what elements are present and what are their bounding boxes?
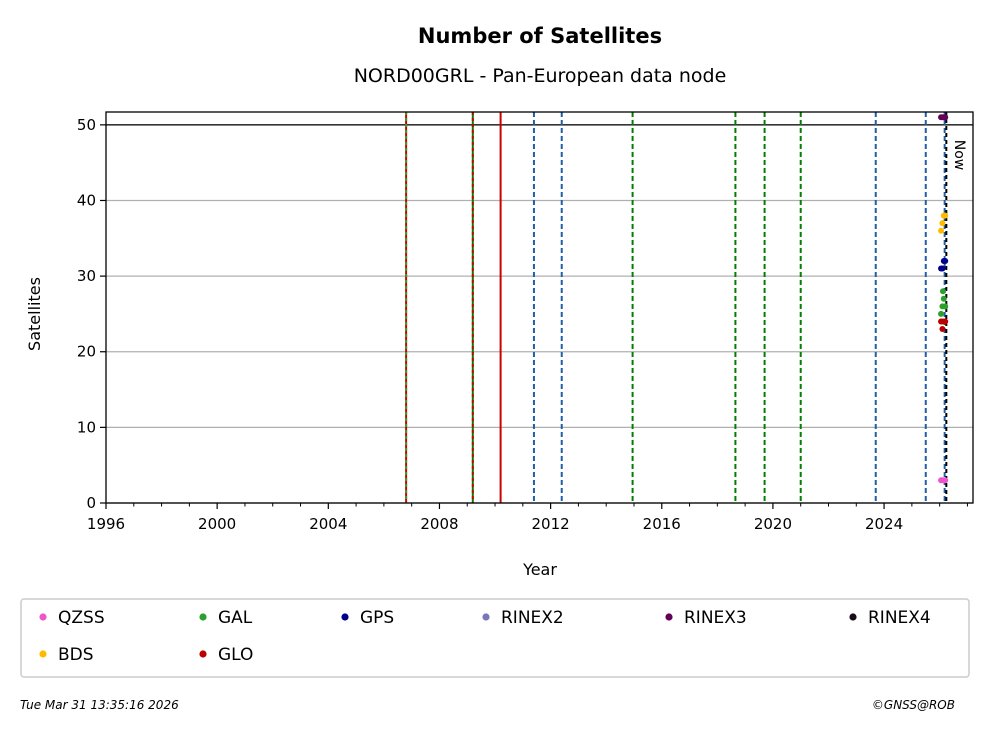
legend-marker-rinex2: [482, 613, 490, 621]
x-tick-label: 2016: [643, 515, 681, 533]
x-tick-label: 2000: [198, 515, 236, 533]
now-label: Now: [951, 140, 967, 171]
data-points: [938, 114, 949, 484]
legend: QZSS GAL GPS RINEX2 RINEX3 RINEX4 BDS GLO: [39, 608, 931, 665]
footer-credit: ©GNSS@ROB: [872, 698, 955, 712]
legend-marker-bds: [39, 650, 47, 658]
plot-frame: [105, 111, 974, 504]
point-bds: [942, 212, 949, 219]
legend-marker-glo: [199, 650, 207, 658]
x-tick-label: 2020: [754, 515, 792, 533]
legend-marker-rinex4: [849, 613, 857, 621]
y-tick-label: 50: [77, 116, 96, 134]
legend-label-rinex4: RINEX4: [868, 608, 931, 628]
y-axis-label: Satellites: [25, 277, 44, 351]
x-tick-label: 2012: [532, 515, 570, 533]
x-tick-label: 1996: [87, 515, 125, 533]
point-rinex3: [942, 114, 949, 121]
point-glo: [942, 318, 949, 325]
y-tick-label: 30: [77, 267, 96, 285]
legend-label-rinex2: RINEX2: [501, 608, 564, 628]
legend-box: [20, 598, 970, 678]
legend-marker-gps: [341, 613, 349, 621]
point-gal: [939, 288, 946, 295]
legend-label-gal: GAL: [218, 608, 253, 628]
grid-layer: [106, 124, 973, 504]
point-bds: [938, 227, 945, 234]
y-tick-label: 0: [86, 494, 96, 512]
legend-label-glo: GLO: [218, 645, 253, 665]
y-tick-label: 20: [77, 343, 96, 361]
x-tick-label: 2004: [309, 515, 347, 533]
x-tick-label: 2024: [865, 515, 903, 533]
chart-subtitle: NORD00GRL - Pan-European data node: [354, 65, 727, 87]
point-gps: [942, 257, 949, 264]
point-gal: [940, 295, 947, 302]
legend-label-gps: GPS: [360, 608, 394, 628]
point-qzss: [942, 477, 949, 484]
legend-label-rinex3: RINEX3: [684, 608, 747, 628]
point-bds: [939, 220, 946, 227]
axes: 1996 2000 2004 2008 2012 2016 2020 2024 0 10 20 30 4…: [77, 111, 974, 533]
point-gal: [942, 303, 949, 310]
footer-timestamp: Tue Mar 31 13:35:16 2026: [20, 698, 179, 712]
chart-title: Number of Satellites: [418, 24, 662, 48]
point-gal: [938, 310, 945, 317]
x-axis-label: Year: [522, 560, 557, 579]
legend-marker-gal: [199, 613, 207, 621]
legend-label-qzss: QZSS: [58, 608, 105, 628]
y-tick-label: 40: [77, 191, 96, 209]
legend-label-bds: BDS: [58, 645, 94, 665]
event-lines: [405, 112, 948, 503]
legend-marker-rinex3: [665, 613, 673, 621]
legend-marker-qzss: [39, 613, 47, 621]
y-tick-label: 10: [77, 418, 96, 436]
point-gps: [939, 265, 946, 272]
point-glo: [939, 326, 946, 333]
x-tick-label: 2008: [420, 515, 458, 533]
